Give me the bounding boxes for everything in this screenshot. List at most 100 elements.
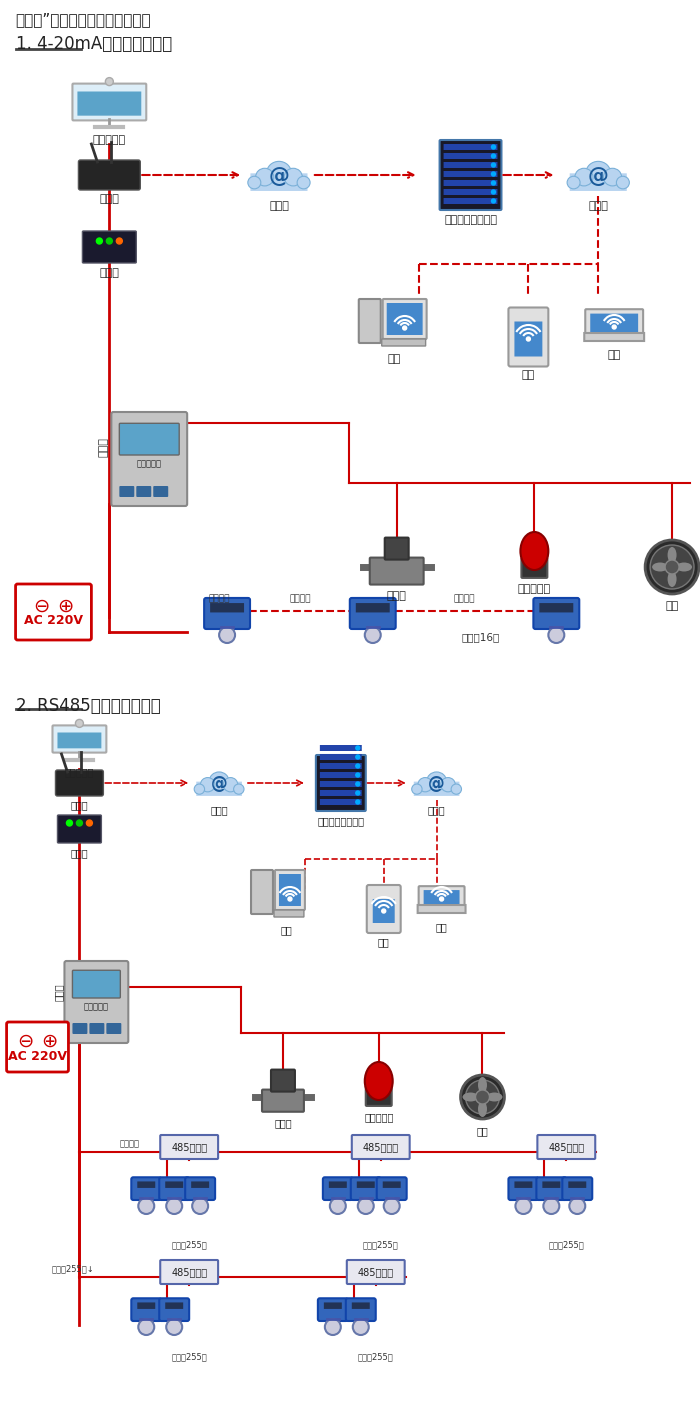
Text: 安拈尔网络服务器: 安拈尔网络服务器 <box>444 215 497 225</box>
FancyBboxPatch shape <box>370 557 424 584</box>
Text: ⊕: ⊕ <box>41 1031 57 1051</box>
Text: 电磁阀: 电磁阀 <box>387 591 407 601</box>
Ellipse shape <box>478 1102 487 1117</box>
FancyBboxPatch shape <box>440 141 501 210</box>
FancyBboxPatch shape <box>90 1023 104 1034</box>
Circle shape <box>356 772 360 777</box>
FancyBboxPatch shape <box>83 231 136 263</box>
Text: 信号输入: 信号输入 <box>289 594 311 604</box>
FancyBboxPatch shape <box>78 160 140 190</box>
Ellipse shape <box>668 571 677 587</box>
Ellipse shape <box>441 778 455 792</box>
FancyBboxPatch shape <box>320 754 362 760</box>
Text: 信号输出: 信号输出 <box>209 594 230 604</box>
FancyBboxPatch shape <box>444 189 498 196</box>
FancyBboxPatch shape <box>251 173 307 191</box>
Circle shape <box>76 719 83 727</box>
Text: 手机: 手机 <box>522 370 535 380</box>
Circle shape <box>106 77 113 86</box>
FancyBboxPatch shape <box>444 144 498 151</box>
FancyBboxPatch shape <box>508 308 548 366</box>
FancyBboxPatch shape <box>320 799 362 805</box>
FancyBboxPatch shape <box>204 598 250 629</box>
Text: 电磁阀: 电磁阀 <box>274 1117 292 1128</box>
Text: 机气猫”系列带显示固定式检测仪: 机气猫”系列带显示固定式检测仪 <box>15 13 151 27</box>
Text: 2. RS485信号连接系统图: 2. RS485信号连接系统图 <box>15 696 160 715</box>
FancyBboxPatch shape <box>196 782 242 796</box>
Text: 可连接255台: 可连接255台 <box>358 1352 393 1361</box>
Text: 远程控制机: 远程控制机 <box>136 460 162 469</box>
FancyBboxPatch shape <box>279 874 301 906</box>
FancyBboxPatch shape <box>385 537 409 560</box>
FancyBboxPatch shape <box>514 1182 533 1188</box>
FancyBboxPatch shape <box>137 1303 155 1309</box>
Text: 可连接255台: 可连接255台 <box>172 1240 207 1249</box>
Text: 可连接255台: 可连接255台 <box>548 1240 584 1249</box>
Circle shape <box>358 1197 374 1214</box>
FancyBboxPatch shape <box>444 162 498 167</box>
FancyBboxPatch shape <box>57 733 102 749</box>
FancyBboxPatch shape <box>352 1303 370 1309</box>
Circle shape <box>491 172 496 176</box>
Circle shape <box>356 782 360 787</box>
Ellipse shape <box>223 778 238 792</box>
Text: @: @ <box>269 166 289 186</box>
FancyBboxPatch shape <box>274 910 304 917</box>
FancyBboxPatch shape <box>367 885 400 933</box>
FancyBboxPatch shape <box>533 598 580 629</box>
FancyBboxPatch shape <box>538 1135 595 1159</box>
Text: 转换器: 转换器 <box>99 267 119 279</box>
Text: 信号输出: 信号输出 <box>454 594 475 604</box>
Text: 手机: 手机 <box>378 937 390 947</box>
Ellipse shape <box>284 169 302 186</box>
Text: 风机: 风机 <box>666 601 679 611</box>
Text: 通讯线: 通讯线 <box>99 438 108 457</box>
FancyBboxPatch shape <box>351 1178 381 1200</box>
FancyBboxPatch shape <box>72 971 120 998</box>
FancyBboxPatch shape <box>444 198 498 204</box>
Text: 单机版电脑: 单机版电脑 <box>64 768 94 778</box>
Ellipse shape <box>486 1092 503 1102</box>
Ellipse shape <box>567 176 580 189</box>
Circle shape <box>612 325 616 329</box>
FancyBboxPatch shape <box>6 1021 69 1072</box>
Text: ⊕: ⊕ <box>57 597 74 615</box>
Ellipse shape <box>668 547 677 563</box>
Circle shape <box>650 545 694 590</box>
Circle shape <box>97 238 102 243</box>
FancyBboxPatch shape <box>320 763 362 770</box>
Ellipse shape <box>200 778 215 792</box>
Text: @: @ <box>211 775 228 794</box>
Text: 485中继器: 485中继器 <box>171 1142 207 1152</box>
FancyBboxPatch shape <box>165 1182 183 1188</box>
Text: 风机: 风机 <box>477 1126 489 1135</box>
FancyBboxPatch shape <box>318 1299 348 1321</box>
Ellipse shape <box>427 772 447 791</box>
Text: 安拈尔网络服务器: 安拈尔网络服务器 <box>317 816 364 826</box>
Circle shape <box>193 1197 208 1214</box>
FancyBboxPatch shape <box>424 891 460 905</box>
FancyBboxPatch shape <box>324 1303 342 1309</box>
Ellipse shape <box>463 1092 479 1102</box>
FancyBboxPatch shape <box>514 322 542 356</box>
Ellipse shape <box>451 784 461 794</box>
Text: 转换器: 转换器 <box>71 848 88 858</box>
Ellipse shape <box>365 1062 393 1100</box>
Circle shape <box>402 326 407 331</box>
Ellipse shape <box>478 1076 487 1093</box>
Text: 1. 4-20mA信号连接系统图: 1. 4-20mA信号连接系统图 <box>15 35 172 53</box>
Ellipse shape <box>412 784 422 794</box>
Text: 485中继器: 485中继器 <box>171 1266 207 1278</box>
FancyBboxPatch shape <box>584 333 644 340</box>
FancyBboxPatch shape <box>366 1086 392 1106</box>
Ellipse shape <box>234 784 244 794</box>
Text: 远程控制机: 远程控制机 <box>84 1003 109 1012</box>
FancyBboxPatch shape <box>132 1178 161 1200</box>
FancyBboxPatch shape <box>570 173 626 191</box>
Ellipse shape <box>586 162 610 184</box>
Text: 可连接255台: 可连接255台 <box>172 1352 207 1361</box>
FancyBboxPatch shape <box>320 789 362 796</box>
Ellipse shape <box>676 563 692 571</box>
Text: 声光报警器: 声光报警器 <box>518 584 551 594</box>
FancyBboxPatch shape <box>119 424 179 454</box>
